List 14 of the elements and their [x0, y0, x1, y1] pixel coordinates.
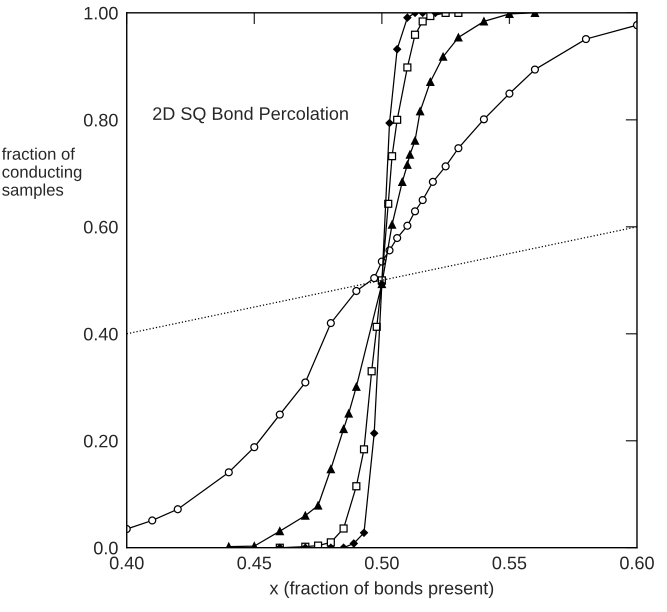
annotation: 2D SQ Bond Percolation — [153, 106, 348, 124]
x-tick-label: 0.60 — [620, 556, 654, 570]
x-axis-title: x (fraction of bonds present) — [270, 581, 494, 598]
x-tick-label: 0.55 — [492, 556, 526, 570]
y-tick-label: 0.20 — [84, 434, 118, 448]
y-axis-title: fraction of conducting samples — [2, 148, 82, 200]
y-tick-label: 1.00 — [84, 6, 118, 20]
y-tick-label: 0.0 — [94, 542, 118, 554]
x-tick-label: 0.50 — [364, 556, 399, 570]
y-tick-label: 0.80 — [84, 114, 118, 127]
y-tick-label: 0.60 — [84, 220, 118, 234]
y-tick-label: 0.40 — [84, 328, 118, 341]
x-tick-label: 0.45 — [237, 556, 272, 570]
x-tick-label: 0.40 — [110, 556, 144, 570]
